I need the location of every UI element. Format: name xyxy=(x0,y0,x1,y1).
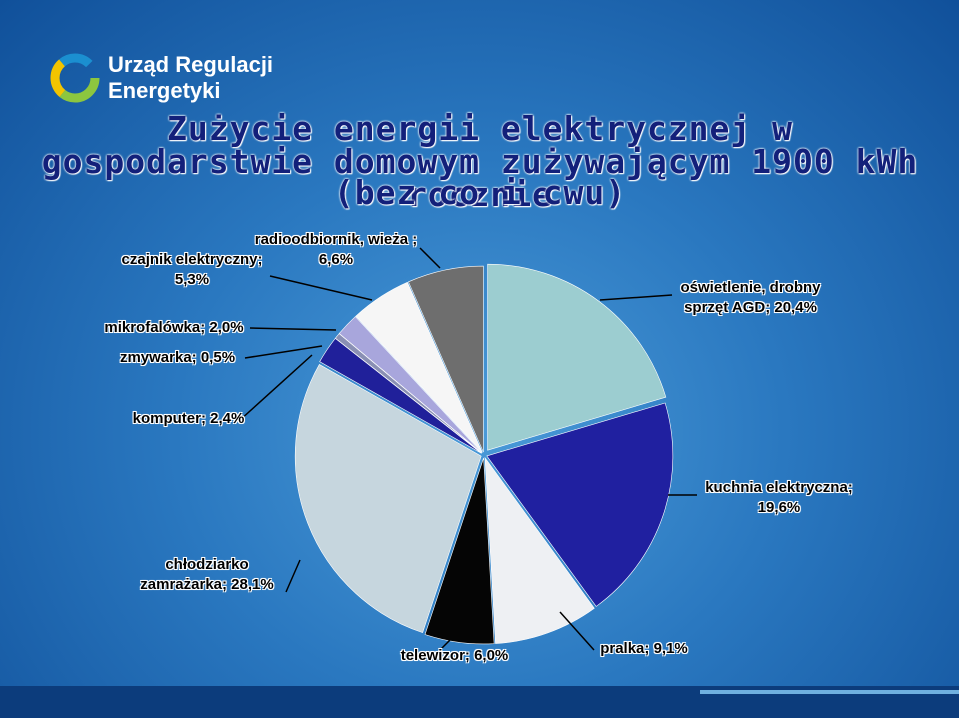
category-label: kuchnia elektryczna; xyxy=(705,479,853,496)
footer-line xyxy=(700,690,959,694)
value-label: 6,0% xyxy=(474,647,509,664)
data-label: pralka; 9,1% xyxy=(594,639,694,659)
value-label: 2,4% xyxy=(210,410,245,427)
leader-line xyxy=(285,559,301,593)
category-label: chłodziarko zamrażarka; xyxy=(140,556,249,593)
value-label: 19,6% xyxy=(757,499,801,516)
leader-line xyxy=(599,294,673,301)
category-label: oświetlenie, drobny sprzęt AGD; xyxy=(680,279,821,316)
data-label: mikrofalówka; 2,0% xyxy=(94,318,254,338)
category-label: komputer; xyxy=(132,410,206,427)
data-label: kuchnia elektryczna; 19,6% xyxy=(695,478,863,518)
data-label: telewizor; 6,0% xyxy=(392,646,517,666)
data-label: zmywarka; 0,5% xyxy=(110,348,245,368)
leader-line xyxy=(239,354,313,421)
category-label: zmywarka; xyxy=(119,349,197,366)
value-label: 9,1% xyxy=(653,640,688,657)
pie-slice xyxy=(294,364,482,633)
pie-slice xyxy=(486,402,674,607)
data-label: oświetlenie, drobny sprzęt AGD; 20,4% xyxy=(668,278,833,318)
pie-slice xyxy=(338,316,483,454)
value-label: 5,3% xyxy=(174,271,210,288)
value-label: 2,0% xyxy=(209,319,244,336)
pie-slice xyxy=(355,281,483,453)
pie-slice xyxy=(424,457,495,645)
value-label: ; 6,6% xyxy=(318,231,418,268)
leader-line xyxy=(559,611,595,651)
value-label: 28,1% xyxy=(231,576,274,593)
pie-slice xyxy=(408,265,484,453)
value-label: 20,4% xyxy=(774,299,817,316)
leader-line xyxy=(419,247,441,269)
chart-subtitle: (bez co i cwu) xyxy=(333,173,627,212)
category-label: czajnik elektryczny; xyxy=(121,251,263,268)
pie-slice xyxy=(487,263,667,451)
data-label: komputer; 2,4% xyxy=(116,409,261,429)
leader-line xyxy=(439,639,451,651)
leader-line xyxy=(269,275,373,301)
data-label: czajnik elektryczny; 5,3% xyxy=(112,250,272,290)
leader-line xyxy=(249,327,337,331)
value-label: 0,5% xyxy=(200,349,236,366)
leader-line xyxy=(244,345,323,359)
pie-slice xyxy=(484,456,595,644)
logo-text: Urząd Regulacji xyxy=(108,52,274,77)
data-label: chłodziarko zamrażarka; 28,1% xyxy=(128,555,286,595)
category-label: mikrofalówka; xyxy=(104,319,206,336)
category-label: radioodbiornik, wieża xyxy=(254,231,409,248)
category-label: telewizor; xyxy=(400,647,470,664)
category-label: pralka; xyxy=(600,640,650,657)
data-label: radioodbiornik, wieża ; 6,6% xyxy=(248,230,424,270)
logo-icon xyxy=(50,53,100,103)
chart-title: Zużycie energii elektrycznej w gospodars… xyxy=(41,109,919,214)
logo-text: Energetyki xyxy=(108,78,221,103)
